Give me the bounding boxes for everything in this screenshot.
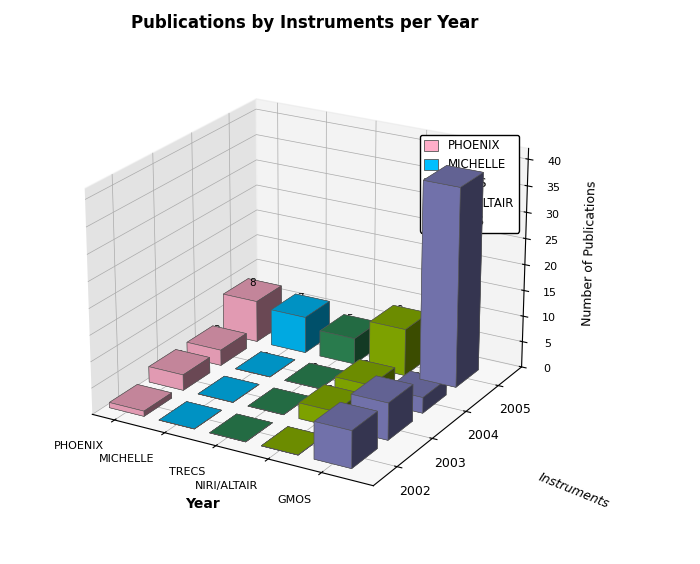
X-axis label: Year: Year <box>185 497 219 510</box>
Legend: PHOENIX, MICHELLE, TRECS, NIRI/ALTAIR, GMOS: PHOENIX, MICHELLE, TRECS, NIRI/ALTAIR, G… <box>419 135 519 233</box>
Text: Instruments: Instruments <box>537 470 611 511</box>
Title: Publications by Instruments per Year: Publications by Instruments per Year <box>131 14 478 32</box>
